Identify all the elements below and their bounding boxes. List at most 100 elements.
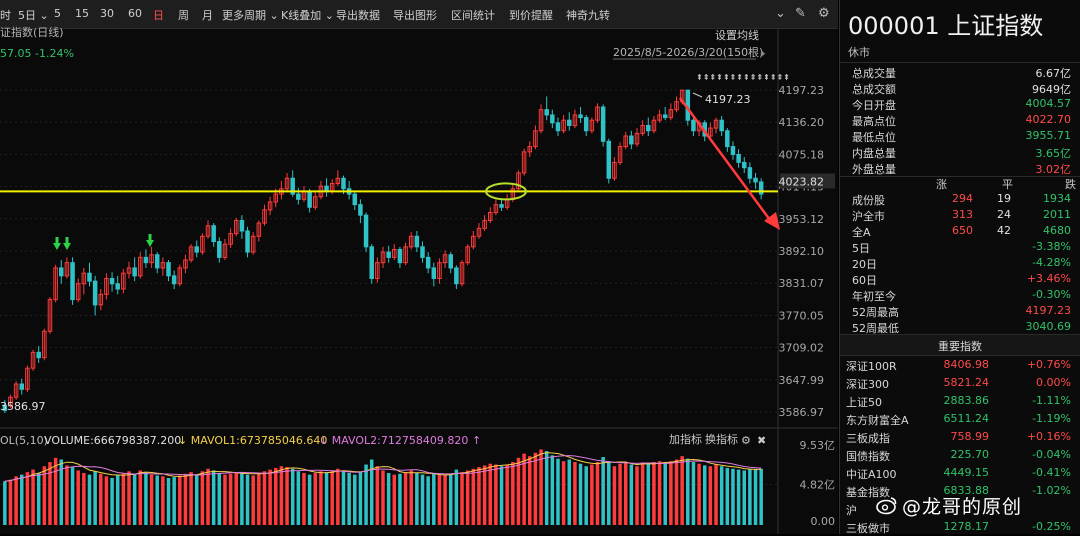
candle-body (437, 262, 442, 279)
index-name: 东方财富全A (846, 414, 909, 427)
candle-body (668, 109, 674, 119)
toolbar-item-0[interactable]: 时 (0, 9, 11, 22)
stat-value: 6.67亿 (1035, 67, 1072, 80)
volume-bar (194, 474, 199, 525)
volume-bar (223, 474, 227, 525)
candle-body (629, 135, 634, 145)
volume-bar (533, 452, 538, 525)
volume-bar (623, 462, 628, 525)
volume-bar (127, 471, 131, 525)
volume-bar (392, 474, 397, 525)
toolbar-item-11[interactable]: 导出数据 (336, 9, 380, 22)
collapse-icon[interactable]: ⌄ (775, 6, 786, 21)
period-value: +3.46% (1026, 272, 1071, 285)
candle-body (595, 106, 600, 121)
period-label: 52周最低 (852, 322, 899, 335)
volume-bar (65, 465, 69, 525)
candle-body (313, 196, 318, 208)
candle-body (516, 172, 521, 190)
pen-icon[interactable]: ✎ (795, 6, 806, 21)
toolbar-item-9[interactable]: 更多周期 ⌄ (222, 9, 279, 22)
index-name: 上证50 (846, 396, 882, 409)
toolbar-item-7[interactable]: 周 (178, 9, 189, 22)
mavol1-value: ↓ MAVOL1:673785046.640 (178, 434, 327, 447)
candle-body (250, 235, 256, 253)
volume-bar (206, 468, 210, 525)
candle-body (8, 396, 13, 407)
index-name: 国债指数 (846, 450, 890, 463)
candle-body (205, 225, 211, 237)
toolbar-item-10[interactable]: K线叠加 ⌄ (281, 9, 334, 22)
volume-bar (708, 466, 713, 525)
candle-body (691, 119, 696, 132)
breadth-down: 1934 (1043, 192, 1071, 205)
volume-bar (386, 472, 391, 525)
index-value: 2883.86 (943, 394, 990, 407)
index-name: 深证300 (846, 378, 889, 391)
candle-body (160, 262, 166, 269)
price-tick-label: 4136.20 (779, 116, 825, 129)
breadth-up: 313 (952, 208, 973, 221)
volume-bar (511, 462, 515, 525)
candle-body (233, 219, 239, 235)
candle-body (109, 277, 115, 285)
quote-title: 000001 上证指数 (848, 12, 1044, 40)
period-label: 60日 (852, 274, 877, 287)
toolbar-item-15[interactable]: 神奇九转 (566, 9, 610, 22)
toolbar-item-12[interactable]: 导出图形 (393, 9, 437, 22)
period-toolbar: 时 5日 ⌄ 5 15 30 60 日 周月更多周期 ⌄ K线叠加 ⌄ 导出数据 导出图形 区间统计 到… (0, 0, 838, 29)
volume-bar (663, 462, 667, 525)
toolbar-item-3[interactable]: 15 (75, 7, 89, 20)
candle-body (70, 262, 75, 301)
candle-body (363, 214, 369, 248)
index-change: -0.04% (1032, 448, 1071, 461)
volume-bar (488, 463, 492, 525)
volume-bar (403, 472, 408, 525)
volume-bar (375, 466, 380, 525)
gear-icon[interactable]: ⚙ (818, 6, 830, 21)
volume-bar (245, 474, 250, 525)
toolbar-item-14[interactable]: 到价提醒 (509, 9, 553, 22)
volume-bar (590, 464, 594, 525)
candle-body (177, 267, 183, 285)
volume-bar (432, 473, 436, 525)
stat-value: 3.02亿 (1035, 163, 1072, 176)
period-value: 3040.69 (1025, 320, 1072, 333)
candle-body (47, 299, 53, 332)
volume-bar (330, 470, 334, 525)
price-tick-label: 3953.12 (779, 213, 825, 226)
toolbar-item-8[interactable]: 月 (202, 9, 213, 22)
stat-value: 9649亿 (1032, 83, 1071, 96)
toolbar-item-1[interactable]: 5日 ⌄ (18, 9, 49, 22)
volume-bar (234, 472, 238, 525)
candle-body (222, 243, 228, 258)
candle-body (358, 204, 363, 216)
volume-value: VOLUME:666798387.200 (44, 434, 181, 447)
kline-chart[interactable]: 证指数(日线) 57.05 -1.24% 设置均线 2025/8/5-2026/3/2… (0, 0, 838, 534)
breadth-down: 2011 (1043, 208, 1071, 221)
volume-bar (460, 472, 464, 525)
volume-bar (697, 463, 701, 525)
toolbar-item-6[interactable]: 日 (153, 9, 164, 22)
index-change: -1.02% (1032, 484, 1071, 497)
candle-body (42, 330, 47, 359)
candle-body (730, 146, 736, 155)
toolbar-item-4[interactable]: 30 (100, 7, 114, 20)
toolbar-item-5[interactable]: 60 (128, 7, 142, 20)
volume-bar (3, 481, 7, 525)
index-name: 三板成指 (846, 432, 890, 445)
toolbar-item-13[interactable]: 区间统计 (451, 9, 495, 22)
candle-body (674, 101, 679, 111)
volume-bar (657, 461, 662, 525)
volume-bar (14, 476, 18, 525)
candle-body (403, 246, 408, 264)
index-section-title: 重要指数 (938, 340, 982, 353)
candle-body (138, 256, 143, 277)
index-name: 基金指数 (846, 486, 890, 499)
candle-body (471, 235, 476, 248)
toolbar-item-2[interactable]: 5 (54, 7, 61, 20)
breadth-up: 294 (952, 192, 973, 205)
stat-label: 最低点位 (852, 131, 896, 144)
candle-body (296, 193, 301, 200)
index-value: 6833.88 (943, 484, 990, 497)
